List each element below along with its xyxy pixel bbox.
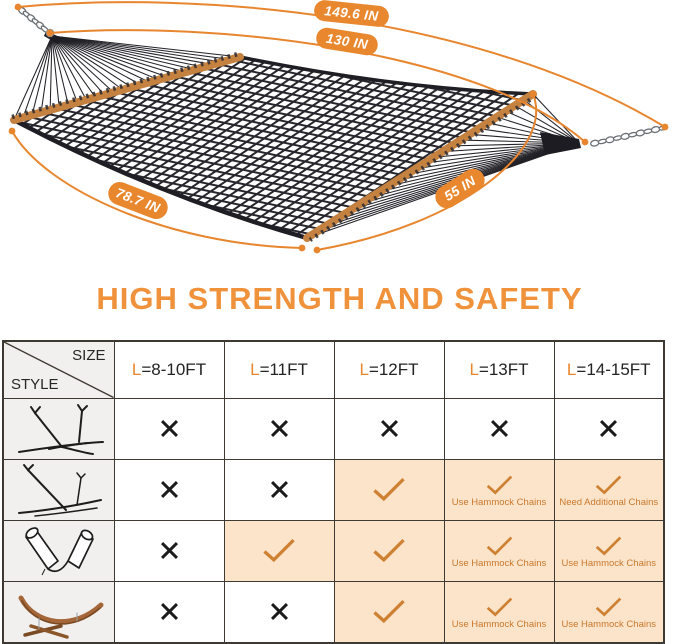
- check-icon: [263, 538, 295, 563]
- compat-cell-x: [333, 397, 445, 460]
- corner-cell: SIZE STYLE: [2, 340, 115, 399]
- wooden-arc-stand-icon: [2, 580, 115, 643]
- cell-note: Use Hammock Chains: [561, 558, 657, 570]
- table-row: Use Hammock Chains Use Hammock Chains: [2, 580, 665, 643]
- check-icon: [486, 597, 512, 617]
- compatibility-table-wrap: SIZE STYLE L=8-10FT L=11FT L=12FT L=13FT…: [2, 340, 665, 644]
- compat-cell-x: [113, 458, 225, 521]
- table-row: Use Hammock Chains Use Hammock Chains: [2, 519, 665, 582]
- compat-cell-x: [113, 580, 225, 643]
- x-icon: [160, 603, 178, 620]
- left-rope-fan: [13, 35, 241, 121]
- bed-length-line: [11, 130, 303, 249]
- page-title: HIGH STRENGTH AND SAFETY: [96, 281, 583, 316]
- column-header-size-1: L=8-10FT: [113, 340, 225, 399]
- compat-cell-x: [223, 580, 335, 643]
- x-icon: [160, 481, 178, 498]
- check-icon: [486, 536, 512, 556]
- compat-cell-check: Use Hammock Chains: [443, 519, 555, 582]
- compat-cell-check: [333, 580, 445, 643]
- check-icon: [373, 477, 405, 502]
- hammock-illustration: [8, 1, 669, 254]
- column-header-size-3: L=12FT: [333, 340, 445, 399]
- right-chain-icon: [590, 125, 668, 147]
- column-header-size-5: L=14-15FT: [553, 340, 665, 399]
- compat-cell-x: [223, 458, 335, 521]
- compat-cell-x: [113, 519, 225, 582]
- bed-width-line: [316, 93, 538, 251]
- column-header-size-2: L=11FT: [223, 340, 335, 399]
- compat-cell-check: Use Hammock Chains: [553, 580, 665, 643]
- compat-cell-check: Use Hammock Chains: [443, 580, 555, 643]
- x-icon: [380, 420, 398, 437]
- compat-cell-x: [443, 397, 555, 460]
- dimension-endpoints: [8, 3, 669, 254]
- right-rope-knot: [540, 132, 581, 155]
- x-icon: [270, 481, 288, 498]
- cell-note: Use Hammock Chains: [451, 558, 547, 570]
- hammock-dimension-diagram: 149.6 IN 130 IN 78.7 IN 55 IN: [0, 0, 679, 266]
- cell-note: Use Hammock Chains: [451, 619, 547, 631]
- compat-cell-check: Use Hammock Chains: [443, 458, 555, 521]
- compat-cell-check: Need Additional Chains: [553, 458, 665, 521]
- style-axis-label: STYLE: [11, 375, 59, 393]
- check-icon: [596, 597, 622, 617]
- x-icon: [490, 420, 508, 437]
- x-icon: [600, 420, 618, 437]
- diagonal-divider: [4, 342, 113, 397]
- compatibility-table: SIZE STYLE L=8-10FT L=11FT L=12FT L=13FT…: [2, 340, 665, 644]
- check-icon: [373, 538, 405, 563]
- table-row: [2, 397, 665, 460]
- x-icon: [270, 603, 288, 620]
- compat-cell-check: [333, 519, 445, 582]
- x-icon: [160, 420, 178, 437]
- x-icon: [270, 420, 288, 437]
- x-icon: [160, 542, 178, 559]
- table-header-row: SIZE STYLE L=8-10FT L=11FT L=12FT L=13FT…: [2, 340, 665, 399]
- size-axis-label: SIZE: [72, 347, 106, 364]
- cell-note: Use Hammock Chains: [561, 619, 657, 631]
- compat-cell-x: [223, 397, 335, 460]
- steel-stand-b-icon: [2, 458, 115, 521]
- check-icon: [486, 475, 512, 495]
- column-header-size-4: L=13FT: [443, 340, 555, 399]
- spreader-bars: [10, 51, 538, 242]
- steel-stand-a-icon: [2, 397, 115, 460]
- table-row: Use Hammock Chains Need Additional Chains: [2, 458, 665, 521]
- cell-note: Need Additional Chains: [559, 497, 659, 509]
- check-icon: [596, 475, 622, 495]
- compat-cell-check: [223, 519, 335, 582]
- compat-cell-check: [333, 458, 445, 521]
- rope-net: [12, 55, 534, 241]
- chair-stand-icon: [2, 519, 115, 582]
- cell-note: Use Hammock Chains: [451, 497, 547, 509]
- left-chain-icon: [17, 6, 49, 33]
- check-icon: [596, 536, 622, 556]
- compat-cell-check: Use Hammock Chains: [553, 519, 665, 582]
- compat-cell-x: [113, 397, 225, 460]
- check-icon: [373, 599, 405, 624]
- compatibility-table-body: Use Hammock Chains Need Additional Chains…: [2, 397, 665, 643]
- compat-cell-x: [553, 397, 665, 460]
